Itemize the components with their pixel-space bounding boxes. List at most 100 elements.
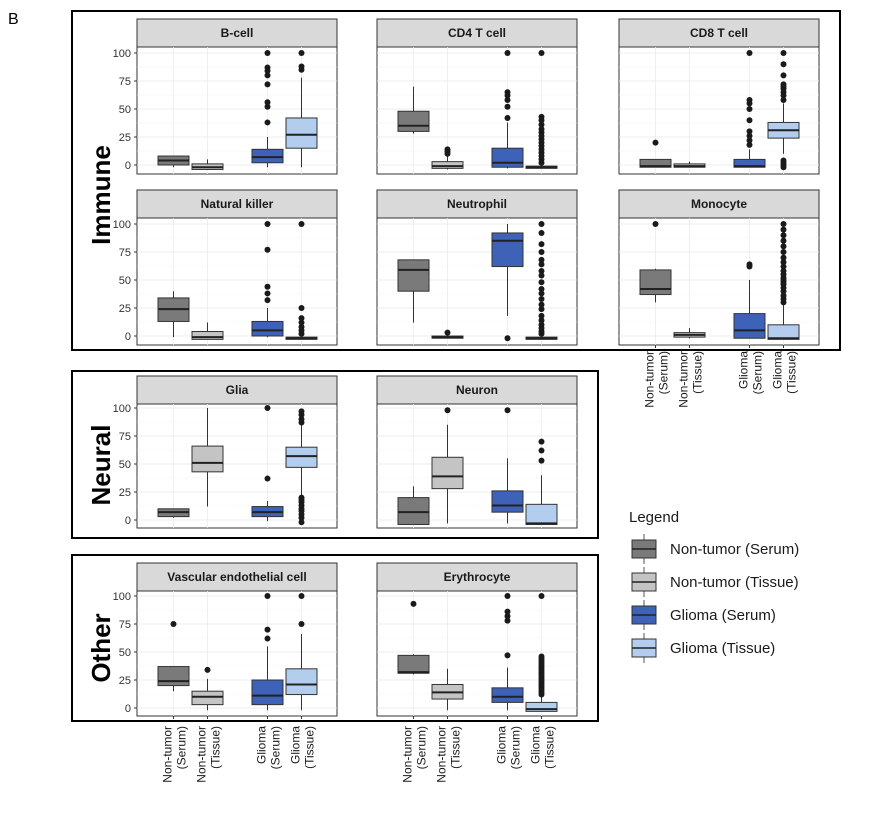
outlier-point <box>504 652 511 659</box>
x-tick-label-line: Glioma <box>255 726 269 764</box>
outlier-point <box>780 226 787 233</box>
outlier-point <box>264 593 271 599</box>
box-body <box>285 117 318 149</box>
box-body <box>491 147 524 168</box>
outlier-point <box>444 146 451 153</box>
x-tick-label-line: Glioma <box>289 726 303 764</box>
box-glioma-serum <box>251 405 284 522</box>
outlier-point <box>504 608 511 615</box>
y-tick-label: 100 <box>113 48 131 60</box>
x-tick-label-line: (Serum) <box>657 351 671 394</box>
section-label: Immune <box>86 145 116 245</box>
box-glioma-tissue <box>767 221 800 340</box>
x-tick-label-bottom-right-1: Non-tumor (Tissue) <box>435 726 463 783</box>
outlier-point <box>746 50 753 56</box>
panel-strip <box>618 189 820 219</box>
box-glioma-serum <box>251 593 284 711</box>
box-non-tumor-tissue <box>431 668 464 711</box>
outlier-point <box>504 89 511 96</box>
outlier-point <box>746 261 753 268</box>
box-body <box>639 269 672 296</box>
outlier-point <box>780 254 787 261</box>
x-tick-label-line: Glioma <box>771 351 785 389</box>
x-tick-label-line: Non-tumor <box>401 726 415 783</box>
outlier-point <box>780 292 787 299</box>
box-body <box>733 313 766 339</box>
y-tick-label: 75 <box>119 431 131 443</box>
outlier-point <box>780 157 787 164</box>
y-tick-label: 100 <box>113 591 131 603</box>
box-non-tumor-tissue <box>191 408 224 507</box>
outlier-point <box>538 653 545 660</box>
outlier-point <box>538 268 545 275</box>
outlier-point <box>538 221 545 227</box>
outlier-point <box>780 61 787 68</box>
panel-title: Neutrophil <box>447 197 507 211</box>
outlier-point <box>780 259 787 266</box>
box-body <box>157 666 190 687</box>
outlier-point <box>652 221 659 227</box>
outlier-point <box>504 335 511 342</box>
y-tick-label: 0 <box>125 160 131 172</box>
outlier-point <box>780 81 787 88</box>
outlier-point <box>504 407 511 414</box>
panel-neutrophil: Neutrophil <box>376 189 578 346</box>
outlier-point <box>538 50 545 56</box>
y-tick-label: 75 <box>119 76 131 88</box>
section-frame <box>71 370 599 539</box>
outlier-point <box>746 97 753 104</box>
x-tick-label-line: Glioma <box>529 726 543 764</box>
outlier-point <box>264 475 271 482</box>
outlier-point <box>298 593 305 599</box>
panel-title: CD4 T cell <box>448 26 506 40</box>
outlier-point <box>298 305 305 311</box>
legend-entry: Glioma (Serum) <box>631 600 776 630</box>
outlier-point <box>780 232 787 239</box>
box-non-tumor-serum <box>157 291 190 338</box>
outlier-point <box>170 621 177 627</box>
x-tick-label-bottom-left-1: Non-tumor (Tissue) <box>195 726 223 783</box>
x-tick-label-bottom-left-3: Glioma (Tissue) <box>289 726 317 769</box>
outlier-point <box>538 290 545 297</box>
outlier-point <box>264 99 271 106</box>
outlier-point <box>264 297 271 304</box>
panel-erythrocyte: Erythrocyte <box>376 562 578 717</box>
box-body <box>491 687 524 703</box>
box-glioma-serum <box>491 224 524 342</box>
box-body <box>733 158 766 168</box>
outlier-point <box>298 408 305 415</box>
y-tick-label: 25 <box>119 487 131 499</box>
legend-label: Glioma (Serum) <box>670 607 776 624</box>
outlier-point <box>444 329 451 336</box>
panel-monocyte: Monocyte <box>618 189 820 346</box>
panel-title: Erythrocyte <box>444 570 511 584</box>
section-label: Neural <box>86 425 116 506</box>
outlier-point <box>264 283 271 290</box>
box-non-tumor-serum <box>397 486 430 525</box>
plot-area <box>136 46 338 175</box>
outlier-point <box>298 63 305 70</box>
box-body <box>491 490 524 513</box>
y-tick-label: 50 <box>119 459 131 471</box>
outlier-point <box>264 119 271 126</box>
box-non-tumor-serum <box>639 221 672 303</box>
x-tick-label-line: (Serum) <box>175 726 189 769</box>
outlier-point <box>298 221 305 227</box>
y-tick-label: 25 <box>119 132 131 144</box>
panel-title: Neuron <box>456 383 498 397</box>
panel-strip <box>136 18 338 48</box>
outlier-point <box>746 137 753 144</box>
y-tick-label: 50 <box>119 275 131 287</box>
box-body <box>251 148 284 164</box>
outlier-point <box>538 312 545 319</box>
panel-cd4-t-cell: CD4 T cell <box>376 18 578 175</box>
outlier-point <box>538 272 545 279</box>
outlier-point <box>538 296 545 303</box>
outlier-point <box>746 117 753 124</box>
outlier-point <box>538 285 545 292</box>
y-tick-label: 25 <box>119 303 131 315</box>
x-tick-label-line: (Tissue) <box>691 351 705 394</box>
legend-entry: Glioma (Tissue) <box>631 633 775 663</box>
outlier-point <box>264 81 271 88</box>
